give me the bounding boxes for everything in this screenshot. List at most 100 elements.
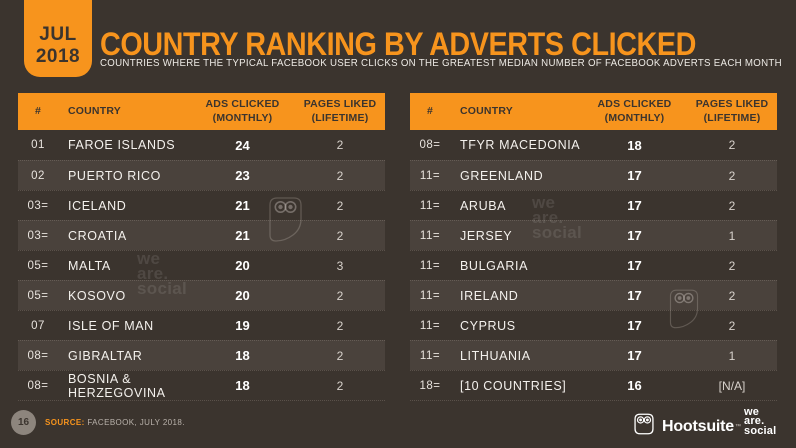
country-cell: ARUBA (460, 198, 507, 213)
ads-clicked-cell: 19 (235, 318, 250, 333)
table-body-right: 08= TFYR MACEDONIA 18 2 11= GREENLAND 17… (410, 130, 777, 401)
rank-cell: 07 (31, 319, 45, 332)
ads-clicked-cell: 16 (627, 378, 642, 393)
header-country: COUNTRY (460, 104, 513, 117)
table-row: 11= BULGARIA 17 2 (410, 250, 777, 280)
country-cell: CYPRUS (460, 318, 516, 333)
rank-cell: 01 (31, 139, 45, 151)
table-row: 08= GIBRALTAR 18 2 (18, 340, 385, 370)
pages-liked-cell: 1 (728, 348, 736, 363)
rank-cell: 11= (419, 289, 441, 302)
country-cell: ICELAND (68, 198, 127, 213)
ads-clicked-cell: 17 (627, 198, 642, 213)
badge-year: 2018 (35, 45, 81, 67)
country-cell: GREENLAND (460, 168, 544, 183)
ads-clicked-cell: 17 (627, 318, 642, 333)
table-row: 11= JERSEY 17 1 (410, 220, 777, 250)
table-row: 11= LITHUANIA 17 1 (410, 340, 777, 370)
ads-clicked-cell: 17 (627, 168, 642, 183)
ads-clicked-cell: 20 (235, 288, 250, 303)
pages-liked-cell: 2 (336, 228, 344, 243)
ads-clicked-cell: 21 (235, 198, 250, 213)
rank-cell: 11= (419, 319, 441, 332)
table-body-left: 01 FAROE ISLANDS 24 2 02 PUERTO RICO 23 … (18, 130, 385, 401)
table-row: 08= BOSNIA & HERZEGOVINA 18 2 (18, 370, 385, 400)
table-row: 07 ISLE OF MAN 19 2 (18, 310, 385, 340)
pages-liked-cell: 2 (728, 288, 736, 303)
ads-clicked-cell: 18 (235, 378, 250, 393)
country-cell: CROATIA (68, 228, 127, 243)
pages-liked-cell: 2 (728, 318, 736, 333)
trademark-symbol: ™ (734, 423, 741, 430)
rank-cell: 08= (27, 349, 49, 362)
rank-cell: 11= (419, 199, 441, 212)
source-text: FACEBOOK, JULY 2018. (87, 418, 185, 427)
country-cell: BOSNIA & HERZEGOVINA (68, 371, 166, 400)
pages-liked-cell: 2 (336, 138, 344, 152)
rank-cell: 11= (419, 259, 441, 272)
country-cell: PUERTO RICO (68, 168, 161, 183)
ads-clicked-cell: 18 (235, 348, 250, 363)
pages-liked-cell: 2 (728, 258, 736, 273)
pages-liked-cell: 2 (728, 198, 736, 213)
country-cell: MALTA (68, 258, 111, 273)
ads-clicked-cell: 18 (627, 137, 642, 153)
country-cell: IRELAND (460, 288, 519, 303)
pages-liked-cell: 2 (728, 168, 736, 183)
country-cell: TFYR MACEDONIA (460, 138, 581, 152)
country-cell: KOSOVO (68, 288, 126, 303)
ads-clicked-cell: 17 (627, 228, 642, 243)
pages-liked-cell: 2 (336, 198, 344, 213)
rank-cell: 11= (419, 169, 441, 182)
pages-liked-cell: 2 (728, 138, 736, 152)
ads-clicked-cell: 20 (235, 258, 250, 273)
pages-liked-cell: 2 (336, 168, 344, 183)
table-row: 11= CYPRUS 17 2 (410, 310, 777, 340)
header-ads-clicked: ADS CLICKED (MONTHLY) (597, 98, 672, 124)
pages-liked-cell: 2 (336, 288, 344, 303)
rank-cell: 05= (27, 289, 49, 302)
hootsuite-logo: Hootsuite ™ (631, 411, 741, 442)
country-cell: GIBRALTAR (68, 348, 143, 363)
country-cell: BULGARIA (460, 258, 529, 273)
table-row: 11= ARUBA 17 2 (410, 190, 777, 220)
we-are-social-logo: we are. social (744, 406, 777, 437)
rank-cell: 18= (419, 379, 441, 392)
ads-clicked-cell: 23 (235, 168, 250, 183)
pages-liked-cell: 2 (336, 348, 344, 363)
page-title: COUNTRY RANKING BY ADVERTS CLICKED (100, 26, 696, 62)
country-cell: [10 COUNTRIES] (460, 378, 567, 393)
ads-clicked-cell: 17 (627, 348, 642, 363)
page-number-badge: 16 (11, 410, 36, 435)
badge-month: JUL (39, 24, 77, 46)
ads-clicked-cell: 24 (235, 137, 250, 153)
table-row: 08= TFYR MACEDONIA 18 2 (410, 130, 777, 160)
header-ads-clicked: ADS CLICKED (MONTHLY) (205, 98, 280, 124)
ranking-table-right: # COUNTRY ADS CLICKED (MONTHLY) PAGES LI… (410, 93, 777, 401)
ads-clicked-cell: 21 (235, 228, 250, 243)
header-pages-liked: PAGES LIKED (LIFETIME) (303, 98, 377, 124)
ranking-table-left: # COUNTRY ADS CLICKED (MONTHLY) PAGES LI… (18, 93, 385, 401)
table-row: 05= MALTA 20 3 (18, 250, 385, 280)
hootsuite-owl-icon (631, 411, 657, 442)
table-row: 03= CROATIA 21 2 (18, 220, 385, 250)
pages-liked-cell: 3 (336, 258, 344, 273)
pages-liked-cell: 2 (336, 378, 344, 393)
rank-cell: 05= (27, 259, 49, 272)
pages-liked-cell: 2 (336, 318, 344, 333)
ads-clicked-cell: 17 (627, 258, 642, 273)
country-cell: JERSEY (460, 228, 513, 243)
rank-cell: 08= (27, 379, 49, 392)
header-pages-liked: PAGES LIKED (LIFETIME) (695, 98, 769, 124)
table-header: # COUNTRY ADS CLICKED (MONTHLY) PAGES LI… (410, 93, 777, 130)
pages-liked-cell: 1 (728, 228, 736, 243)
country-cell: FAROE ISLANDS (68, 138, 176, 152)
pages-liked-cell: [N/A] (718, 378, 746, 393)
country-cell: ISLE OF MAN (68, 318, 154, 333)
table-row: 02 PUERTO RICO 23 2 (18, 160, 385, 190)
header-rank: # (34, 104, 42, 117)
rank-cell: 02 (31, 169, 45, 182)
hootsuite-wordmark: Hootsuite (662, 417, 734, 435)
rank-cell: 03= (27, 199, 49, 212)
